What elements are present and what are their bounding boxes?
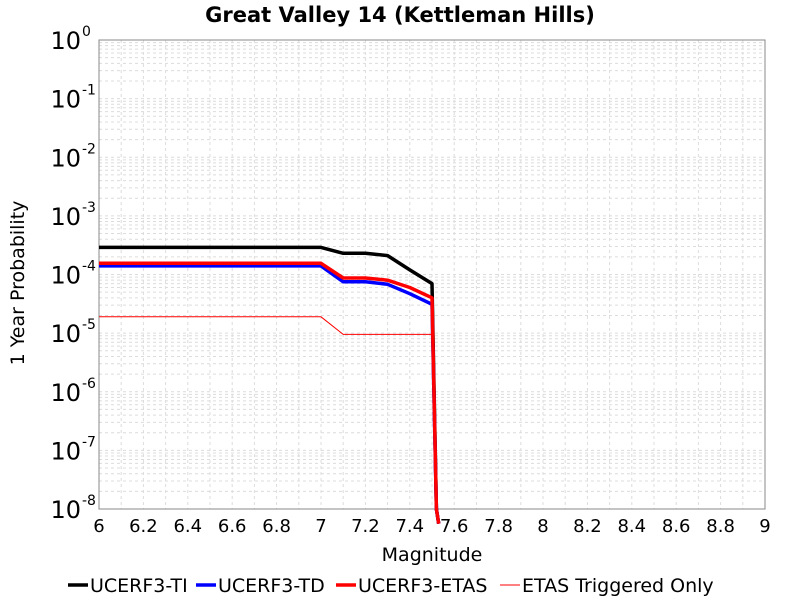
- x-tick-label: 6.6: [218, 516, 247, 537]
- y-tick-exponent: -3: [82, 200, 96, 216]
- y-tick-base: 10: [50, 379, 81, 407]
- y-tick-base: 10: [50, 496, 81, 524]
- x-tick-label: 7.8: [484, 516, 513, 537]
- y-tick-exponent: -1: [82, 83, 96, 99]
- y-tick-base: 10: [50, 262, 81, 290]
- x-tick-label: 8: [537, 516, 548, 537]
- series-group: [99, 245, 441, 524]
- legend-item: UCERF3-ETAS: [336, 575, 487, 597]
- series-line-etas-triggered-only: [99, 316, 440, 524]
- y-tick-base: 10: [50, 320, 81, 348]
- y-tick-label: 10 -2: [50, 141, 96, 172]
- x-tick-label: 9: [759, 516, 770, 537]
- x-axis-ticks: 6 6.2 6.4 6.6 6.8 7 7.2 7.4 7.6 7.8 8 8.2 8.4 8.6 8.8 9: [93, 516, 770, 537]
- x-tick-label: 7.2: [351, 516, 380, 537]
- x-axis-label: Magnitude: [382, 544, 483, 566]
- legend-item: ETAS Triggered Only: [500, 575, 714, 597]
- y-tick-label: 10 -7: [50, 434, 96, 465]
- y-tick-label: 10 -3: [50, 200, 96, 231]
- legend-item: UCERF3-TD: [196, 575, 325, 597]
- x-tick-label: 8.2: [573, 516, 602, 537]
- legend: UCERF3-TI UCERF3-TD UCERF3-ETAS ETAS Trigge…: [68, 575, 714, 597]
- y-tick-base: 10: [50, 27, 81, 55]
- y-tick-exponent: -2: [82, 141, 96, 157]
- x-tick-label: 6.8: [262, 516, 291, 537]
- legend-label: UCERF3-ETAS: [358, 575, 487, 597]
- y-tick-base: 10: [50, 437, 81, 465]
- x-tick-label: 6.2: [129, 516, 158, 537]
- y-tick-exponent: -4: [82, 259, 96, 275]
- x-tick-label: 8.6: [662, 516, 691, 537]
- y-tick-exponent: -8: [82, 493, 96, 509]
- y-tick-label: 10 0: [50, 24, 90, 55]
- y-tick-base: 10: [50, 144, 81, 172]
- x-tick-label: 7: [315, 516, 326, 537]
- y-tick-exponent: -7: [82, 434, 96, 450]
- x-tick-label: 6.4: [173, 516, 202, 537]
- y-axis-label: 1 Year Probability: [7, 201, 29, 366]
- y-tick-label: 10 -5: [50, 317, 96, 348]
- grid: [98, 40, 766, 510]
- legend-label: ETAS Triggered Only: [522, 575, 714, 597]
- y-tick-base: 10: [50, 86, 81, 114]
- x-tick-label: 7.4: [395, 516, 424, 537]
- y-tick-base: 10: [50, 203, 81, 231]
- x-tick-label: 7.6: [440, 516, 469, 537]
- y-tick-label: 10 -1: [50, 83, 96, 114]
- plot-frame: [98, 39, 766, 510]
- legend-label: UCERF3-TD: [218, 575, 325, 597]
- x-tick-label: 8.8: [706, 516, 735, 537]
- x-tick-label: 8.4: [617, 516, 646, 537]
- y-tick-label: 10 -8: [50, 493, 96, 524]
- chart-title: Great Valley 14 (Kettleman Hills): [205, 3, 595, 27]
- y-tick-exponent: -5: [82, 317, 96, 333]
- legend-item: UCERF3-TI: [68, 575, 188, 597]
- y-tick-exponent: -6: [82, 376, 96, 392]
- x-tick-label: 6: [93, 516, 104, 537]
- y-tick-label: 10 -4: [50, 259, 96, 290]
- y-tick-label: 10 -6: [50, 376, 96, 407]
- y-tick-exponent: 0: [82, 24, 91, 40]
- legend-label: UCERF3-TI: [90, 575, 188, 597]
